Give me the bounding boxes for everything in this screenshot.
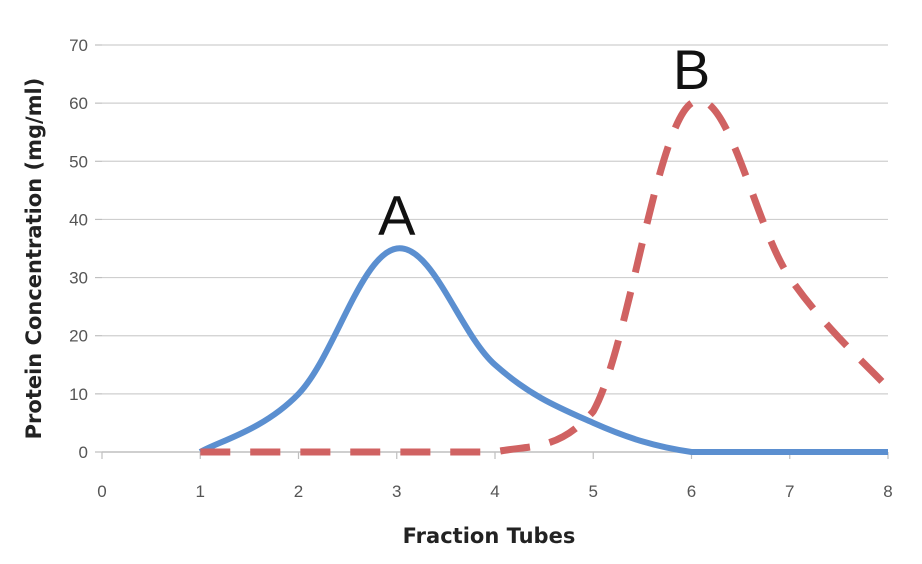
y-tick-label-0: 0 [79, 443, 88, 462]
peak-labels: AB [378, 38, 710, 246]
x-tick-label-0: 0 [97, 482, 106, 501]
y-tick-label-50: 50 [69, 152, 88, 171]
y-tick-label-10: 10 [69, 385, 88, 404]
x-axis-ticks: 0 1 2 3 4 5 6 7 8 [97, 452, 893, 501]
y-tick-label-60: 60 [69, 94, 88, 113]
x-tick-label-3: 3 [392, 482, 401, 501]
series-line-b [200, 97, 891, 456]
x-tick-label-5: 5 [589, 482, 598, 501]
x-tick-label-7: 7 [785, 482, 794, 501]
gridlines [102, 44, 888, 395]
x-tick-label-6: 6 [687, 482, 696, 501]
y-tick-label-40: 40 [69, 210, 88, 229]
y-tick-label-20: 20 [69, 327, 88, 346]
x-tick-label-2: 2 [294, 482, 303, 501]
y-tick-label-70: 70 [69, 36, 88, 55]
x-tick-label-8: 8 [883, 482, 892, 501]
peak-label-a: A [378, 184, 416, 247]
x-axis-title: Fraction Tubes [403, 524, 576, 548]
series-layer [198, 97, 891, 456]
y-tick-label-30: 30 [69, 269, 88, 288]
series-line-a [198, 245, 888, 456]
y-axis-ticks: 0 10 20 30 40 50 60 70 [69, 36, 102, 462]
peak-label-b: B [673, 38, 710, 101]
y-axis-title: Protein Concentration (mg/ml) [22, 78, 46, 440]
x-tick-label-4: 4 [490, 482, 499, 501]
x-tick-label-1: 1 [196, 482, 205, 501]
